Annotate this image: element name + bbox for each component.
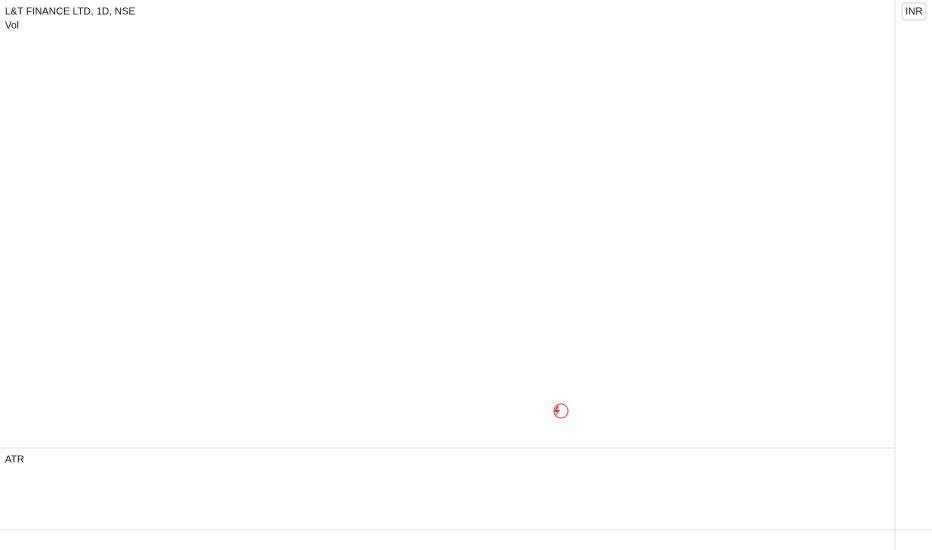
alert-icon	[554, 406, 560, 417]
currency-label[interactable]: INR	[905, 7, 922, 18]
volume-title: Vol	[5, 21, 19, 32]
currency-box[interactable]	[901, 2, 927, 21]
chart-title: L&T FINANCE LTD, 1D, NSE	[5, 7, 136, 18]
alert-ring	[553, 403, 569, 419]
atr-title: ATR	[5, 455, 24, 466]
